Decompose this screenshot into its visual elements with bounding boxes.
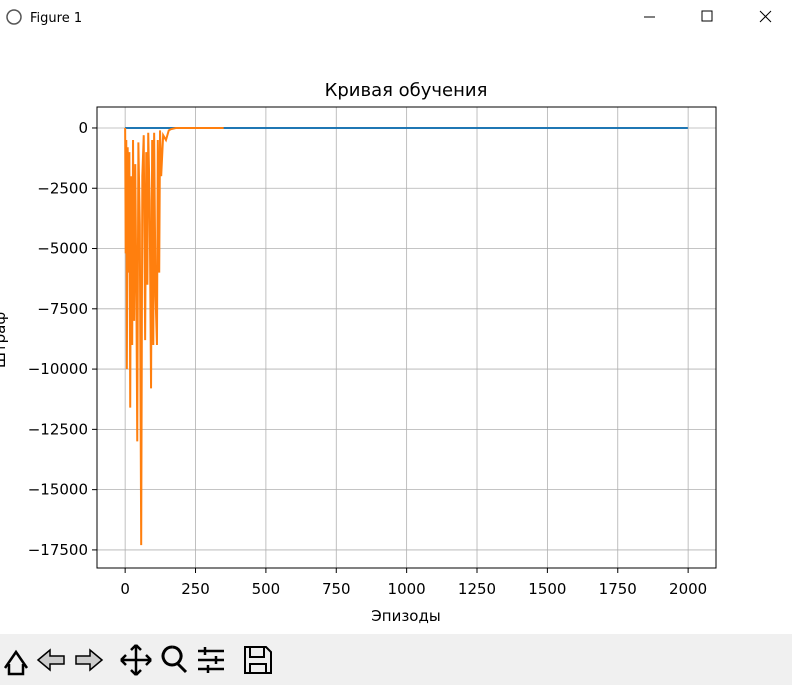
- x-tick-label: 1250: [458, 580, 496, 598]
- configure-button[interactable]: [198, 647, 224, 673]
- x-tick-label: 250: [181, 580, 210, 598]
- x-tick-label: 2000: [669, 580, 707, 598]
- home-button[interactable]: [3, 649, 29, 676]
- y-tick-label: −7500: [37, 300, 88, 318]
- y-tick-label: −10000: [28, 360, 88, 378]
- x-tick-label: 500: [252, 580, 281, 598]
- x-axis-label: Эпизоды: [371, 607, 440, 625]
- x-tick-label: 1000: [388, 580, 426, 598]
- window-title: Figure 1: [30, 11, 82, 26]
- y-tick-label: −12500: [28, 420, 88, 438]
- y-axis-label: Штраф: [0, 312, 9, 368]
- series-line: [124, 126, 224, 546]
- forward-button[interactable]: [75, 648, 104, 672]
- x-tick-label: 1500: [528, 580, 566, 598]
- x-tick-label: 750: [322, 580, 351, 598]
- chart-title: Кривая обучения: [325, 80, 488, 101]
- plot: 0 250 500 750 1000 1250 1500 1750 2000 0 −2500 −500…: [28, 106, 717, 598]
- maximize-button[interactable]: [701, 10, 713, 22]
- y-tick-label: −2500: [37, 179, 88, 197]
- x-tick-label: 0: [120, 580, 130, 598]
- x-tick-label: 1750: [599, 580, 637, 598]
- y-tick-label: −5000: [37, 240, 88, 258]
- close-button[interactable]: [759, 10, 772, 23]
- save-button[interactable]: [244, 646, 272, 674]
- toolbar: [0, 634, 792, 685]
- app-icon: [6, 9, 22, 25]
- zoom-button[interactable]: [161, 645, 188, 674]
- axes-frame: [96, 106, 717, 569]
- y-tick-label: 0: [78, 119, 88, 137]
- back-button[interactable]: [36, 648, 65, 672]
- pan-button[interactable]: [120, 644, 152, 676]
- title-bar: [0, 0, 792, 34]
- y-tick-label: −17500: [28, 541, 88, 559]
- y-tick-label: −15000: [28, 481, 88, 499]
